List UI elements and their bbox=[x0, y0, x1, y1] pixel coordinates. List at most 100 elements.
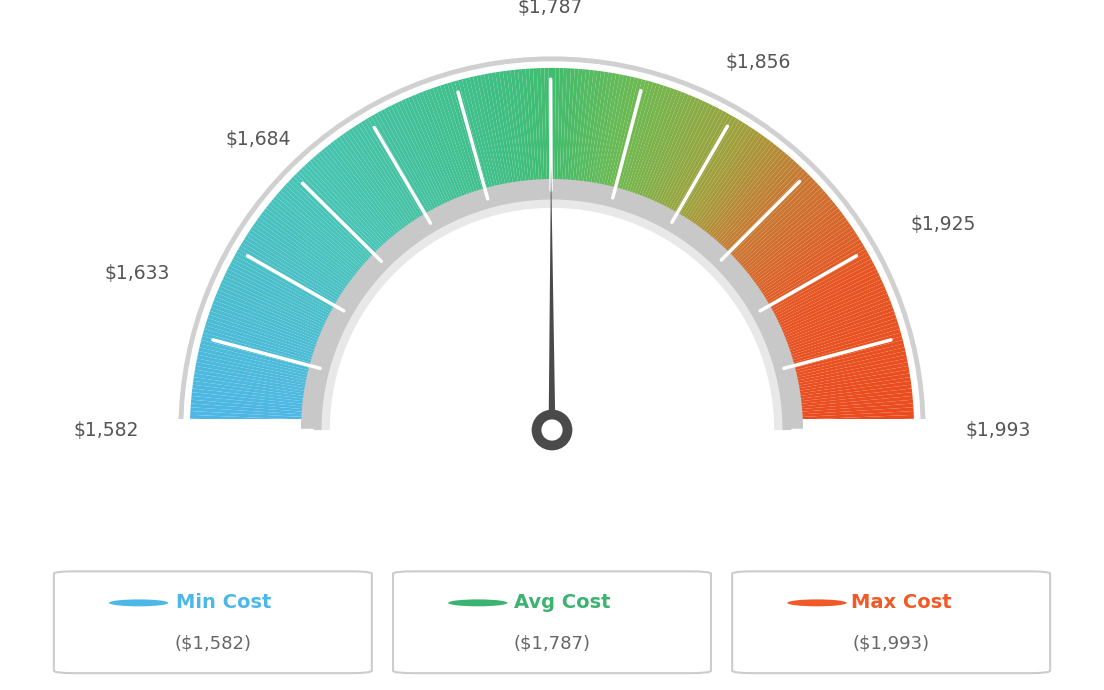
Wedge shape bbox=[581, 71, 602, 206]
Wedge shape bbox=[286, 182, 388, 277]
Wedge shape bbox=[731, 208, 840, 293]
Wedge shape bbox=[778, 419, 914, 425]
Wedge shape bbox=[231, 259, 352, 325]
Wedge shape bbox=[238, 246, 358, 317]
Wedge shape bbox=[241, 242, 359, 315]
Wedge shape bbox=[200, 340, 332, 376]
Wedge shape bbox=[766, 311, 895, 358]
Wedge shape bbox=[754, 266, 877, 329]
Wedge shape bbox=[679, 130, 758, 244]
Wedge shape bbox=[644, 99, 703, 224]
Wedge shape bbox=[330, 141, 415, 251]
Wedge shape bbox=[290, 177, 391, 273]
Wedge shape bbox=[615, 82, 657, 213]
Wedge shape bbox=[689, 141, 774, 251]
Wedge shape bbox=[288, 179, 389, 275]
Wedge shape bbox=[767, 318, 898, 362]
Wedge shape bbox=[578, 70, 597, 206]
Wedge shape bbox=[756, 276, 881, 336]
Wedge shape bbox=[235, 253, 354, 321]
Wedge shape bbox=[736, 220, 849, 301]
Wedge shape bbox=[299, 168, 395, 268]
Wedge shape bbox=[246, 233, 362, 308]
Wedge shape bbox=[749, 249, 868, 319]
Wedge shape bbox=[433, 87, 480, 216]
Wedge shape bbox=[190, 415, 326, 423]
Wedge shape bbox=[202, 333, 335, 371]
Wedge shape bbox=[730, 205, 838, 291]
Wedge shape bbox=[776, 381, 911, 402]
Wedge shape bbox=[761, 290, 888, 344]
Wedge shape bbox=[641, 98, 699, 224]
Wedge shape bbox=[444, 83, 487, 214]
Wedge shape bbox=[368, 117, 439, 235]
Wedge shape bbox=[715, 179, 816, 275]
Wedge shape bbox=[775, 366, 909, 392]
Bar bbox=[134, 419, 970, 566]
Wedge shape bbox=[778, 411, 914, 420]
Wedge shape bbox=[697, 151, 786, 257]
Wedge shape bbox=[569, 69, 582, 204]
Wedge shape bbox=[318, 151, 407, 257]
Wedge shape bbox=[722, 190, 826, 282]
Wedge shape bbox=[325, 146, 412, 254]
Wedge shape bbox=[646, 101, 707, 225]
Wedge shape bbox=[278, 190, 382, 282]
Wedge shape bbox=[473, 76, 505, 209]
Wedge shape bbox=[192, 388, 327, 406]
Wedge shape bbox=[224, 273, 348, 334]
Wedge shape bbox=[418, 92, 471, 219]
Text: $1,925: $1,925 bbox=[911, 215, 976, 235]
Wedge shape bbox=[351, 126, 428, 242]
Wedge shape bbox=[778, 407, 914, 418]
Wedge shape bbox=[630, 90, 682, 219]
Wedge shape bbox=[502, 71, 523, 206]
Wedge shape bbox=[458, 79, 496, 211]
Wedge shape bbox=[772, 340, 904, 376]
Wedge shape bbox=[703, 161, 797, 264]
Wedge shape bbox=[562, 68, 571, 204]
Wedge shape bbox=[611, 80, 649, 212]
Wedge shape bbox=[777, 396, 913, 411]
Text: Max Cost: Max Cost bbox=[851, 593, 952, 612]
Wedge shape bbox=[745, 242, 863, 315]
Wedge shape bbox=[590, 73, 616, 207]
Wedge shape bbox=[757, 279, 883, 338]
Wedge shape bbox=[426, 89, 476, 218]
Wedge shape bbox=[671, 122, 746, 239]
Wedge shape bbox=[575, 70, 594, 205]
Wedge shape bbox=[262, 211, 372, 295]
Wedge shape bbox=[197, 358, 330, 388]
Wedge shape bbox=[193, 377, 328, 400]
Wedge shape bbox=[216, 290, 343, 344]
Wedge shape bbox=[635, 93, 689, 221]
Wedge shape bbox=[384, 108, 449, 230]
Wedge shape bbox=[361, 120, 435, 237]
Wedge shape bbox=[713, 177, 814, 273]
Wedge shape bbox=[659, 111, 726, 232]
Wedge shape bbox=[691, 144, 777, 253]
Wedge shape bbox=[301, 166, 397, 266]
Wedge shape bbox=[556, 68, 563, 204]
Wedge shape bbox=[778, 415, 914, 423]
Wedge shape bbox=[280, 188, 384, 280]
Wedge shape bbox=[773, 351, 906, 383]
Wedge shape bbox=[491, 72, 517, 207]
Wedge shape bbox=[765, 307, 894, 355]
Wedge shape bbox=[735, 217, 847, 299]
Wedge shape bbox=[564, 68, 575, 204]
Wedge shape bbox=[617, 83, 660, 214]
Wedge shape bbox=[401, 99, 460, 224]
Wedge shape bbox=[750, 253, 869, 321]
Wedge shape bbox=[405, 98, 463, 224]
Wedge shape bbox=[716, 182, 818, 277]
FancyBboxPatch shape bbox=[393, 571, 711, 673]
Wedge shape bbox=[655, 108, 720, 230]
Wedge shape bbox=[698, 153, 788, 259]
Wedge shape bbox=[194, 370, 329, 395]
Circle shape bbox=[109, 600, 168, 607]
Wedge shape bbox=[394, 102, 456, 226]
Wedge shape bbox=[480, 75, 510, 208]
Wedge shape bbox=[544, 68, 550, 204]
Wedge shape bbox=[684, 137, 768, 248]
